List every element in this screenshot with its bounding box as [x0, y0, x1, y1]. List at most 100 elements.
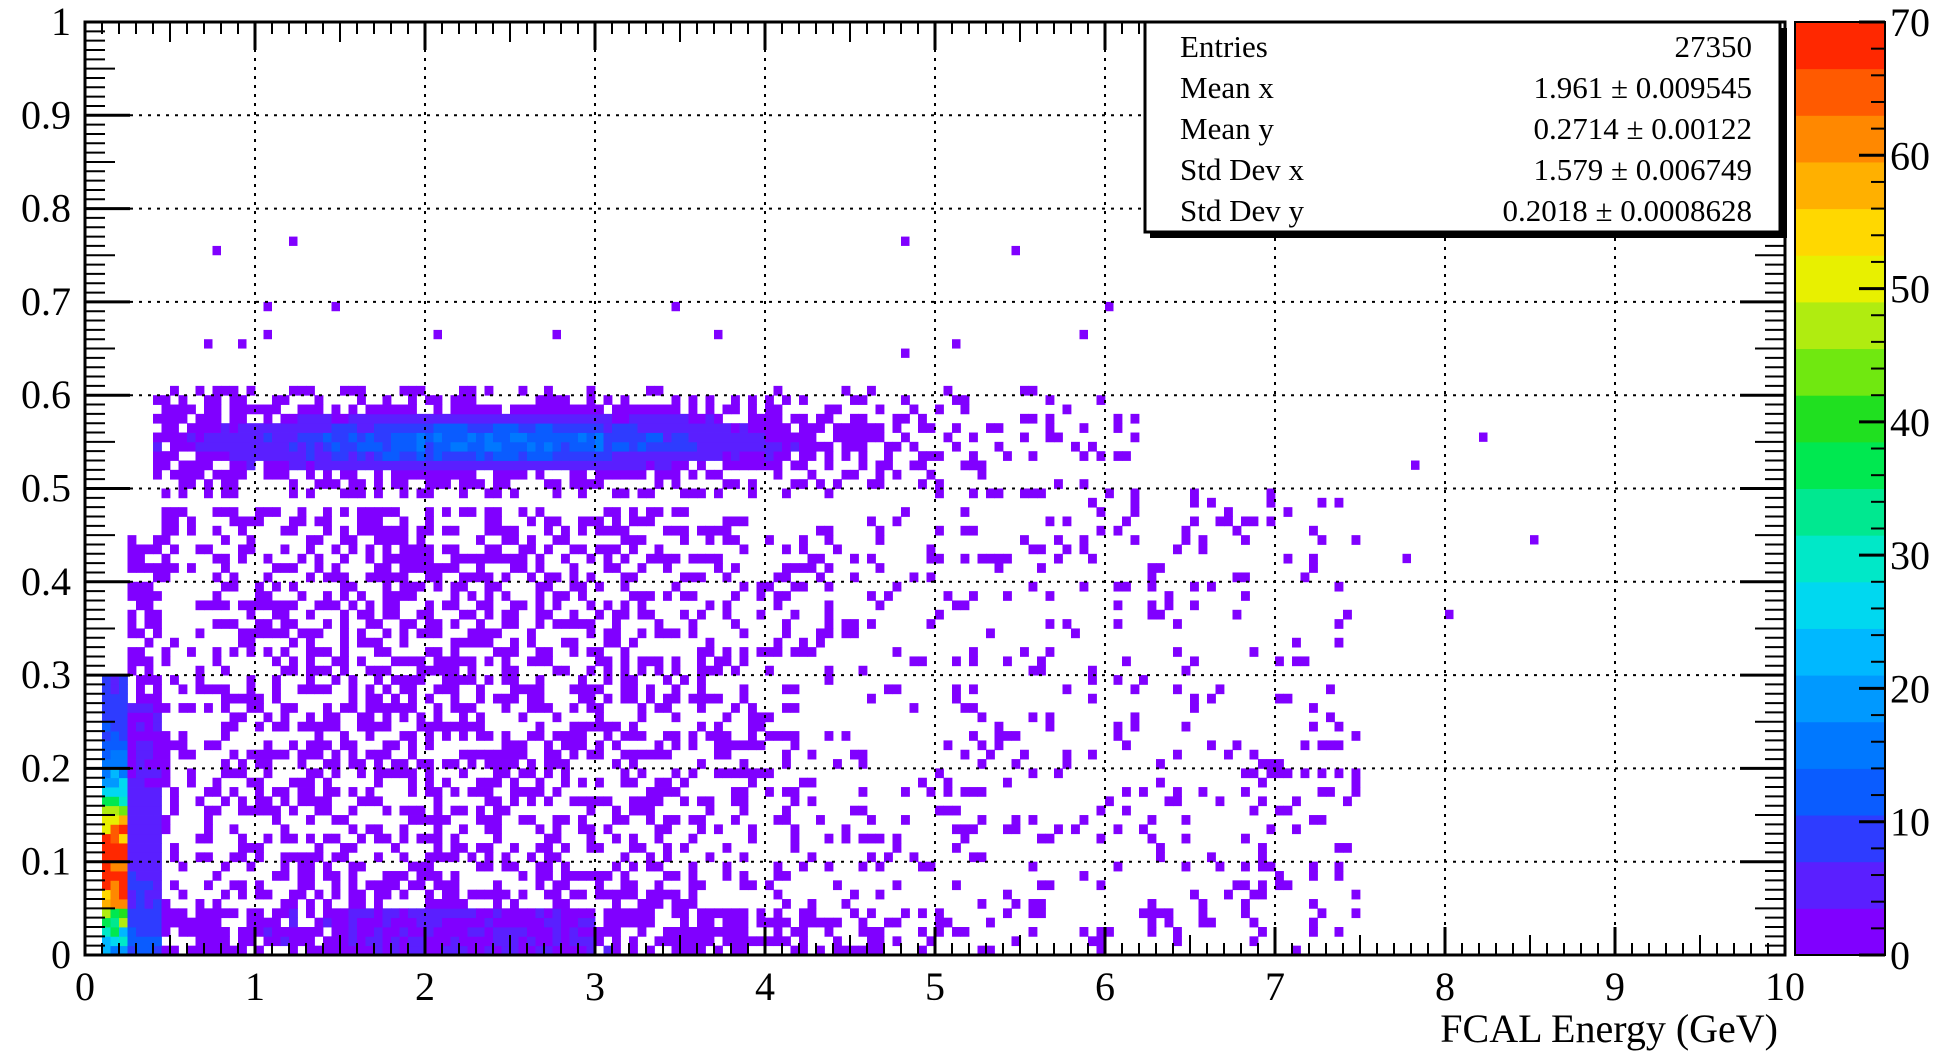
heatmap-bin [280, 600, 290, 611]
heatmap-bin [476, 572, 485, 583]
heatmap-bin [467, 749, 477, 760]
heatmap-bin [586, 479, 596, 489]
heatmap-bin [535, 908, 545, 919]
heatmap-bin [544, 871, 553, 881]
heatmap-bin [501, 656, 511, 667]
heatmap-bin [348, 535, 358, 545]
heatmap-bin [144, 609, 154, 620]
heatmap-bin [569, 581, 579, 592]
heatmap-bin [620, 731, 630, 741]
heatmap-bin [688, 591, 698, 601]
heatmap-bin [212, 395, 222, 405]
heatmap-bin [127, 833, 137, 844]
heatmap-bin [433, 815, 443, 825]
heatmap-bin [1020, 432, 1029, 443]
heatmap-bin [603, 460, 613, 471]
heatmap-bin [170, 675, 179, 685]
heatmap-bin [195, 917, 205, 928]
heatmap-bin [238, 423, 247, 433]
heatmap-bin [153, 693, 162, 704]
heatmap-bin [127, 908, 137, 919]
heatmap-bin [1249, 917, 1259, 928]
heatmap-bin [824, 619, 834, 629]
heatmap-bin [280, 861, 290, 872]
heatmap-bin [289, 833, 298, 844]
heatmap-bin [365, 637, 375, 648]
heatmap-bin [867, 432, 876, 443]
heatmap-bin [1190, 581, 1199, 592]
heatmap-bin [459, 908, 468, 919]
heatmap-bin [399, 469, 409, 480]
heatmap-bin [280, 432, 290, 443]
heatmap-bin [127, 721, 137, 732]
heatmap-bin [714, 488, 723, 499]
heatmap-bin [603, 665, 613, 676]
heatmap-bin [238, 525, 247, 536]
heatmap-bin [323, 861, 332, 872]
heatmap-bin [399, 945, 409, 956]
heatmap-bin [289, 852, 298, 863]
heatmap-bin [178, 927, 188, 937]
heatmap-bin [374, 927, 383, 937]
heatmap-bin [841, 451, 851, 461]
heatmap-bin [858, 749, 868, 760]
heatmap-bin [272, 628, 281, 639]
heatmap-bin [357, 516, 366, 527]
heatmap-bin [799, 563, 808, 573]
heatmap-bin [527, 460, 536, 471]
heatmap-bin [374, 721, 383, 732]
heatmap-bin [629, 917, 638, 928]
heatmap-bin [127, 731, 137, 741]
heatmap-bin [195, 945, 205, 956]
heatmap-bin [221, 908, 230, 919]
heatmap-bin [663, 553, 672, 564]
heatmap-bin [263, 404, 273, 415]
heatmap-bin [960, 553, 970, 564]
heatmap-bin [357, 507, 366, 517]
heatmap-bin [620, 432, 630, 443]
heatmap-bin [212, 469, 222, 480]
heatmap-bin [289, 917, 298, 928]
heatmap-bin [1198, 917, 1208, 928]
heatmap-bin [646, 507, 655, 517]
heatmap-bin [476, 889, 485, 900]
heatmap-bin [399, 833, 409, 844]
heatmap-bin [518, 507, 528, 517]
heatmap-bin [510, 451, 519, 461]
heatmap-bin [459, 441, 468, 452]
heatmap-bin [246, 385, 256, 396]
heatmap-bin [646, 796, 655, 807]
heatmap-bin [467, 591, 477, 601]
heatmap-bin [867, 833, 876, 844]
heatmap-bin [212, 432, 222, 443]
heatmap-bin [756, 609, 766, 620]
heatmap-bin [323, 777, 332, 788]
heatmap-bin [170, 544, 179, 555]
heatmap-bin [408, 385, 417, 396]
heatmap-bin [569, 647, 579, 657]
heatmap-bin [178, 861, 188, 872]
heatmap-bin [187, 525, 196, 536]
heatmap-bin [773, 591, 783, 601]
heatmap-bin [824, 917, 834, 928]
heatmap-bin [127, 899, 137, 909]
heatmap-bin [561, 432, 570, 443]
color-scale-border [1794, 21, 1886, 956]
heatmap-bin [399, 637, 409, 648]
heatmap-bin [391, 945, 400, 956]
heatmap-bin [493, 917, 502, 928]
heatmap-bin [790, 441, 800, 452]
heatmap-bin [374, 917, 383, 928]
heatmap-bin [1198, 535, 1208, 545]
heatmap-bin [603, 908, 613, 919]
heatmap-bin [926, 544, 936, 555]
heatmap-bin [297, 749, 307, 760]
heatmap-bin [688, 572, 698, 583]
heatmap-bin [467, 385, 477, 396]
heatmap-bin [153, 815, 162, 825]
heatmap-bin [136, 712, 145, 723]
heatmap-bin [161, 647, 171, 657]
heatmap-bin [348, 759, 358, 769]
heatmap-bin [1003, 553, 1012, 564]
